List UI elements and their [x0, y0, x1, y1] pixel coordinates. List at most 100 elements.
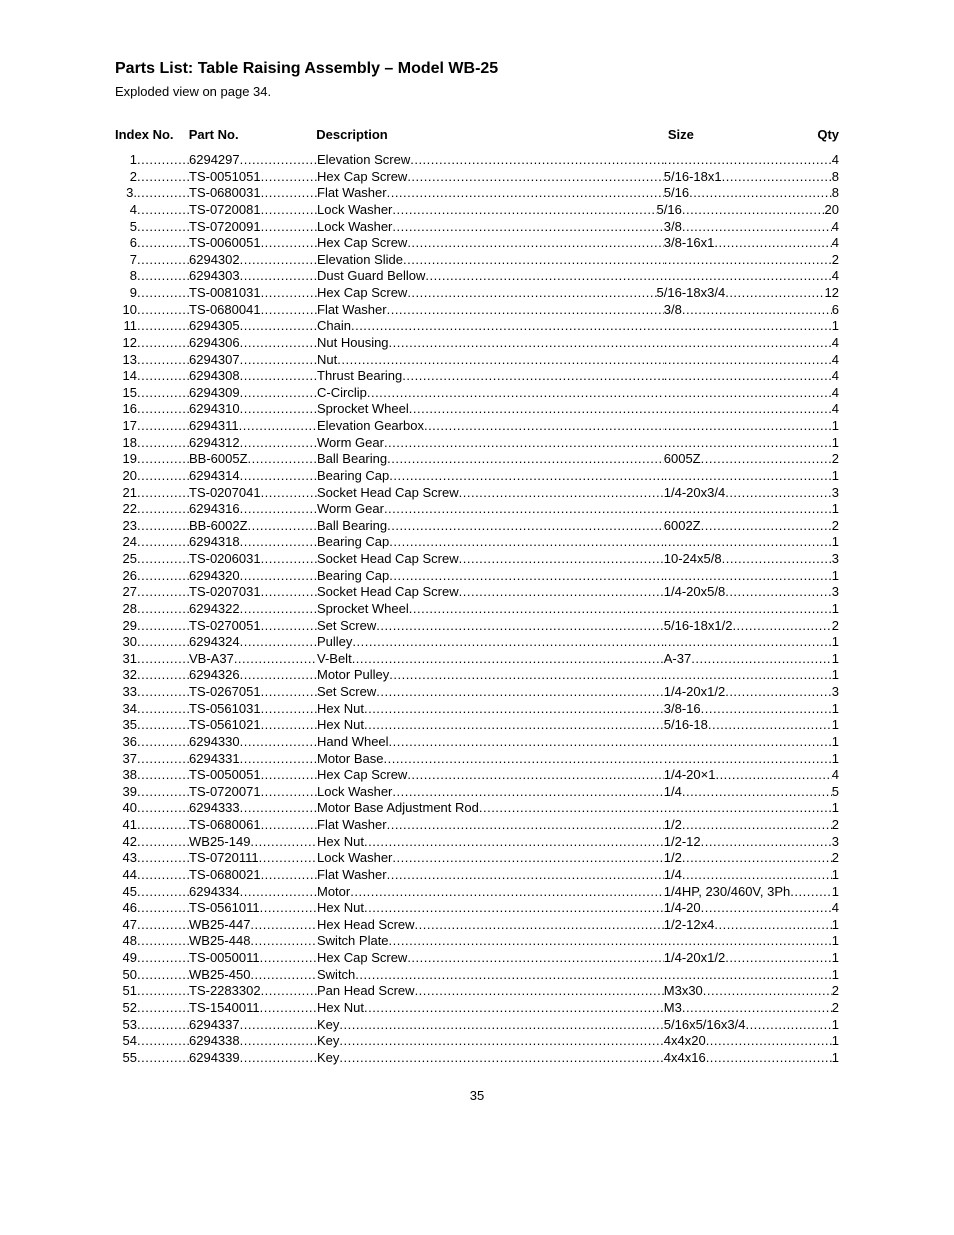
cell-qty: 4 [832, 385, 839, 402]
cell-index: 43 [115, 850, 137, 867]
leader-dots: ........................................… [701, 834, 832, 851]
leader-dots: ........................................… [261, 867, 317, 884]
cell-size: 1/4 [664, 867, 682, 884]
leader-dots: ........................................… [261, 584, 317, 601]
cell-desc: Hand Wheel [317, 734, 389, 751]
leader-dots: ........................................… [261, 817, 317, 834]
leader-dots: ........................................… [714, 235, 831, 252]
page-subtitle: Exploded view on page 34. [115, 84, 839, 99]
cell-desc: Bearing Cap [317, 568, 389, 585]
leader-dots: ........................................… [339, 1050, 663, 1067]
leader-dots: ........................................… [664, 800, 832, 817]
leader-dots: ........................................… [364, 701, 664, 718]
table-row: 21 .....................................… [115, 485, 839, 502]
table-row: 25 .....................................… [115, 551, 839, 568]
cell-qty: 1 [832, 651, 839, 668]
table-row: 11 .....................................… [115, 318, 839, 335]
leader-dots: ........................................… [715, 767, 831, 784]
leader-dots: ........................................… [137, 817, 189, 834]
cell-index: 36 [115, 734, 137, 751]
table-row: 47 .....................................… [115, 917, 839, 934]
leader-dots: ........................................… [248, 518, 317, 535]
cell-part: 6294306 [189, 335, 240, 352]
leader-dots: ........................................… [337, 352, 664, 369]
leader-dots: ........................................… [240, 534, 317, 551]
header-part: Part No. [189, 127, 317, 142]
leader-dots: ........................................… [387, 867, 664, 884]
leader-dots: ........................................… [392, 219, 663, 236]
cell-part: WB25-450 [189, 967, 250, 984]
cell-part: 6294316 [189, 501, 240, 518]
leader-dots: ........................................… [389, 667, 664, 684]
cell-desc: Lock Washer [317, 784, 392, 801]
cell-index: 45 [115, 884, 137, 901]
cell-desc: Ball Bearing [317, 518, 387, 535]
leader-dots: ........................................… [240, 1017, 317, 1034]
cell-index: 5 [115, 219, 137, 236]
cell-desc: V-Belt [317, 651, 352, 668]
leader-dots: ........................................… [664, 601, 832, 618]
table-row: 27 .....................................… [115, 584, 839, 601]
cell-size: 5/16-18 [664, 717, 708, 734]
table-row: 5 ......................................… [115, 219, 839, 236]
leader-dots: ........................................… [725, 684, 832, 701]
leader-dots: ........................................… [137, 235, 189, 252]
cell-index: 42 [115, 834, 137, 851]
table-row: 20 .....................................… [115, 468, 839, 485]
table-row: 52 .....................................… [115, 1000, 839, 1017]
leader-dots: ........................................… [387, 302, 664, 319]
cell-size: 5/16x5/16x3/4 [664, 1017, 746, 1034]
table-row: 10 .....................................… [115, 302, 839, 319]
cell-qty: 2 [832, 252, 839, 269]
leader-dots: ........................................… [415, 917, 664, 934]
cell-qty: 2 [832, 518, 839, 535]
leader-dots: ........................................… [250, 917, 317, 934]
leader-dots: ........................................… [137, 784, 189, 801]
leader-dots: ........................................… [664, 435, 832, 452]
leader-dots: ........................................… [407, 169, 663, 186]
cell-qty: 5 [832, 784, 839, 801]
leader-dots: ........................................… [352, 651, 664, 668]
cell-desc: Socket Head Cap Screw [317, 551, 459, 568]
cell-desc: Lock Washer [317, 850, 392, 867]
cell-qty: 1 [832, 867, 839, 884]
leader-dots: ........................................… [137, 202, 189, 219]
cell-qty: 3 [832, 485, 839, 502]
cell-desc: Switch Plate [317, 933, 389, 950]
cell-qty: 1 [832, 634, 839, 651]
leader-dots: ........................................… [392, 784, 663, 801]
cell-qty: 1 [832, 534, 839, 551]
leader-dots: ........................................… [364, 717, 664, 734]
leader-dots: ........................................… [261, 701, 317, 718]
leader-dots: ........................................… [389, 734, 664, 751]
cell-qty: 8 [832, 169, 839, 186]
cell-part: WB25-447 [189, 917, 250, 934]
cell-index: 13 [115, 352, 137, 369]
leader-dots: ........................................… [364, 1000, 664, 1017]
cell-index: 53 [115, 1017, 137, 1034]
cell-index: 18 [115, 435, 137, 452]
cell-part: TS-0081031 [189, 285, 261, 302]
cell-index: 14 [115, 368, 137, 385]
cell-index: 39 [115, 784, 137, 801]
leader-dots: ........................................… [137, 667, 189, 684]
leader-dots: ........................................… [367, 385, 664, 402]
leader-dots: ........................................… [137, 185, 189, 202]
table-row: 41 .....................................… [115, 817, 839, 834]
cell-size: 3/8-16 [664, 701, 701, 718]
cell-part: 6294320 [189, 568, 240, 585]
cell-index: 55 [115, 1050, 137, 1067]
leader-dots: ........................................… [364, 834, 664, 851]
leader-dots: ........................................… [392, 202, 656, 219]
leader-dots: ........................................… [240, 751, 317, 768]
leader-dots: ........................................… [682, 1000, 832, 1017]
cell-part: 6294324 [189, 634, 240, 651]
leader-dots: ........................................… [240, 884, 317, 901]
cell-qty: 1 [832, 1050, 839, 1067]
cell-index: 6 [115, 235, 137, 252]
leader-dots: ........................................… [703, 983, 832, 1000]
table-row: 7 ......................................… [115, 252, 839, 269]
leader-dots: ........................................… [376, 684, 664, 701]
cell-desc: Hex Cap Screw [317, 950, 407, 967]
cell-desc: Lock Washer [317, 202, 392, 219]
